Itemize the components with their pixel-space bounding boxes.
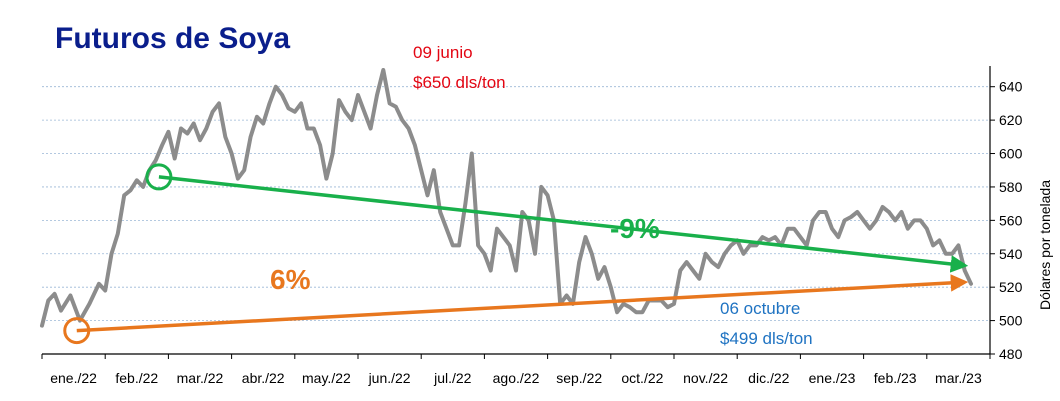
x-tick-label: mar./23 xyxy=(935,370,982,386)
annotation-high-price: $650 dls/ton xyxy=(413,73,506,92)
y-axis-ticks: 480 500 520 540 560 580 600 620 640 xyxy=(990,79,1023,362)
y-tick-label: 580 xyxy=(999,179,1023,195)
annotation-low-date: 06 octubre xyxy=(720,299,800,318)
x-tick-label: jun./22 xyxy=(368,370,411,386)
y-tick-label: 500 xyxy=(999,313,1023,329)
trend-arrow xyxy=(158,175,969,273)
trend-start-circle xyxy=(145,163,173,191)
annotation-high-date: 09 junio xyxy=(413,43,473,62)
x-tick-label: mar./22 xyxy=(177,370,224,386)
x-tick-label: oct./22 xyxy=(621,370,663,386)
x-axis-ticks: ene./22 feb./22 mar./22 abr./22 may./22 jun./… xyxy=(41,354,991,386)
trend-arrow xyxy=(76,274,969,333)
x-tick-label: feb./23 xyxy=(874,370,917,386)
x-tick-label: abr./22 xyxy=(242,370,285,386)
y-axis-label: Dólares por tonelada xyxy=(1037,180,1053,310)
grid-lines xyxy=(42,86,990,321)
chart-title: Futuros de Soya xyxy=(55,22,290,55)
x-tick-label: ene./23 xyxy=(809,370,856,386)
annotation-low-price: $499 dls/ton xyxy=(720,329,813,348)
trend-start-circle xyxy=(63,317,91,345)
x-tick-label: sep./22 xyxy=(556,370,602,386)
x-tick-label: nov./22 xyxy=(683,370,728,386)
x-tick-label: may./22 xyxy=(302,370,351,386)
y-tick-label: 480 xyxy=(999,346,1023,362)
trend-label-decline: -9% xyxy=(610,213,660,244)
x-tick-label: jul./22 xyxy=(433,370,472,386)
x-tick-label: dic./22 xyxy=(748,370,789,386)
trend-label-increase: 6% xyxy=(270,264,311,295)
y-tick-label: 640 xyxy=(999,79,1023,95)
y-tick-label: 560 xyxy=(999,212,1023,228)
x-tick-label: ene./22 xyxy=(50,370,97,386)
y-tick-label: 540 xyxy=(999,246,1023,262)
x-tick-label: feb./22 xyxy=(115,370,158,386)
series-layer xyxy=(40,68,973,328)
y-tick-label: 620 xyxy=(999,112,1023,128)
x-tick-label: ago./22 xyxy=(493,370,540,386)
y-tick-label: 600 xyxy=(999,146,1023,162)
price-series-line xyxy=(40,68,973,328)
annotations: 09 junio $650 dls/ton 06 octubre $499 dls/t… xyxy=(413,43,813,348)
trend-lines: -9% 6% xyxy=(63,163,969,345)
y-tick-label: 520 xyxy=(999,279,1023,295)
